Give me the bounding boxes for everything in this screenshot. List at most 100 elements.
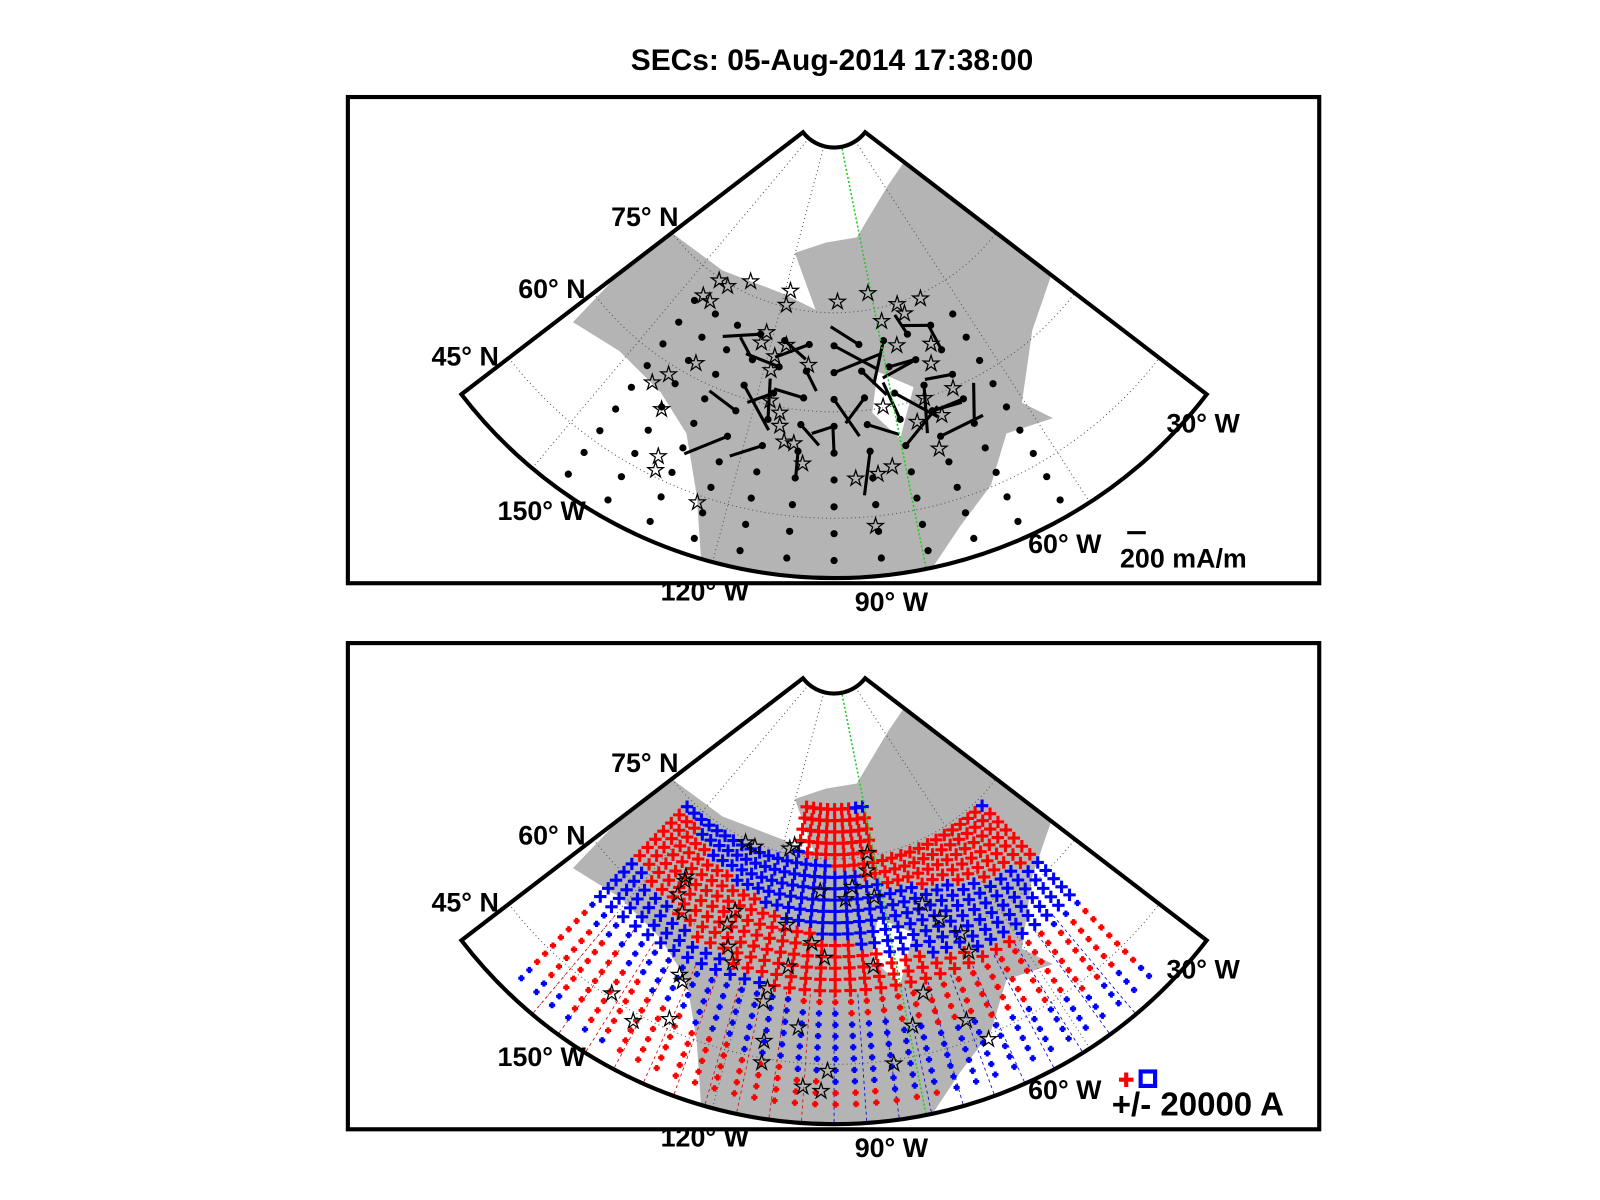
sec-node: [989, 380, 997, 388]
sec-node: [961, 509, 970, 517]
station-star: [943, 377, 963, 397]
station-star: [929, 438, 950, 458]
sec-node: [830, 503, 838, 511]
sec-node: [742, 520, 750, 528]
grid-label: 120° W: [661, 577, 750, 607]
sec-node: [733, 321, 742, 329]
sec-node: [707, 483, 715, 491]
station-star: [756, 322, 777, 341]
sec-node: [970, 419, 978, 427]
current-line: [613, 955, 675, 1070]
station-star: [717, 914, 738, 933]
current-vector: [745, 352, 780, 369]
map-panel: 75° N 60° N 45° N 30° W 150° W 120° W 90° W 60°…: [345, 641, 1322, 1163]
station-star: [950, 923, 971, 942]
station-star: [788, 1017, 809, 1036]
current-line: [642, 965, 696, 1084]
current-vector: [829, 325, 860, 346]
station-star: [623, 1010, 643, 1030]
sec-node: [791, 474, 799, 482]
sec-node: [918, 520, 927, 528]
station-star: [675, 870, 695, 890]
station-star: [912, 893, 933, 913]
station-star: [751, 1052, 772, 1071]
sec-node: [785, 527, 794, 535]
sec-node: [657, 493, 665, 501]
station-star: [932, 404, 952, 424]
current-line: [704, 981, 741, 1107]
station-star: [687, 492, 708, 511]
station-star: [717, 275, 738, 295]
station-star: [735, 832, 756, 851]
current-line: [1052, 915, 1137, 1015]
grid-label: 30° W: [1166, 954, 1240, 984]
meridian: [854, 141, 1091, 503]
sec-node: [668, 468, 676, 477]
station-star: [811, 1080, 831, 1100]
station-star: [784, 834, 805, 854]
sec-node: [953, 483, 961, 491]
station-star: [863, 955, 884, 975]
station-star: [648, 446, 669, 465]
station-star: [778, 956, 799, 975]
scale-label: +/- 20000 A: [1112, 1085, 1284, 1122]
station-star: [913, 982, 934, 1002]
sec-node: [659, 340, 667, 348]
panel-frame: [345, 641, 1322, 1132]
station-star: [902, 1015, 923, 1035]
current-vector: [833, 344, 877, 370]
station-star: [817, 1060, 838, 1080]
sec-node: [643, 361, 651, 370]
map-area: [508, 138, 1160, 579]
current-vector: [972, 382, 976, 424]
station-star: [865, 515, 886, 535]
blue-crosses: [518, 799, 1153, 1093]
station-star: [884, 1053, 904, 1073]
station-star: [780, 280, 801, 300]
station-star: [814, 947, 835, 967]
station-star: [770, 415, 790, 435]
current-vector: [926, 323, 943, 351]
red-crosses: [534, 800, 1137, 1108]
station-star: [651, 398, 672, 418]
current-vector: [811, 424, 835, 435]
current-line: [584, 943, 654, 1053]
current-vector: [766, 378, 772, 420]
current-vector: [922, 385, 929, 434]
current-vector: [833, 352, 882, 375]
station-star: [978, 1028, 999, 1048]
station-star: [873, 396, 893, 415]
sec-node: [596, 427, 604, 435]
grid-label: 75° N: [611, 202, 678, 232]
sec-node: [830, 530, 838, 538]
current-vector: [799, 423, 821, 447]
sec-node: [1002, 403, 1011, 411]
sec-node: [788, 501, 797, 509]
grid-label: 60° N: [518, 820, 585, 850]
sec-node: [1029, 449, 1037, 458]
grid-label: 45° N: [431, 887, 498, 917]
sec-node: [962, 333, 970, 341]
sec-node: [617, 473, 626, 481]
sec-node: [698, 333, 706, 341]
station-star: [802, 932, 822, 952]
sec-node: [976, 356, 984, 365]
station-star: [669, 964, 690, 984]
sec-node: [711, 310, 719, 318]
station-star: [672, 971, 693, 990]
station-star: [774, 431, 794, 451]
reference-meridian: [840, 144, 928, 574]
grid-label: 45° N: [431, 341, 498, 371]
station-star: [882, 456, 903, 475]
sec-node: [1003, 493, 1011, 501]
station-star: [792, 1076, 813, 1096]
station-star: [959, 941, 979, 961]
current-line: [1014, 943, 1084, 1053]
station-star: [921, 333, 941, 353]
station-star: [765, 346, 785, 365]
current-vector: [742, 384, 771, 431]
station-star: [921, 353, 941, 372]
sec-node: [830, 476, 838, 484]
current-line: [531, 915, 616, 1015]
sec-node: [992, 468, 1000, 477]
